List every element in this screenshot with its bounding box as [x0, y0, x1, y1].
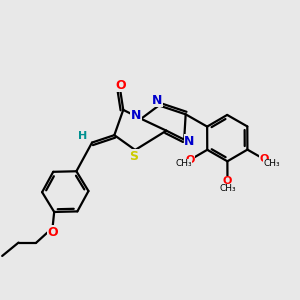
- Text: O: O: [260, 154, 269, 164]
- Text: H: H: [79, 131, 88, 141]
- Text: CH₃: CH₃: [263, 159, 280, 168]
- Text: N: N: [130, 109, 141, 122]
- Text: N: N: [184, 135, 195, 148]
- Text: O: O: [115, 79, 126, 92]
- Text: O: O: [223, 176, 232, 186]
- Text: S: S: [129, 150, 138, 163]
- Text: N: N: [152, 94, 163, 106]
- Text: CH₃: CH₃: [175, 159, 192, 168]
- Text: O: O: [47, 226, 58, 239]
- Text: O: O: [185, 155, 195, 165]
- Text: CH₃: CH₃: [219, 184, 236, 194]
